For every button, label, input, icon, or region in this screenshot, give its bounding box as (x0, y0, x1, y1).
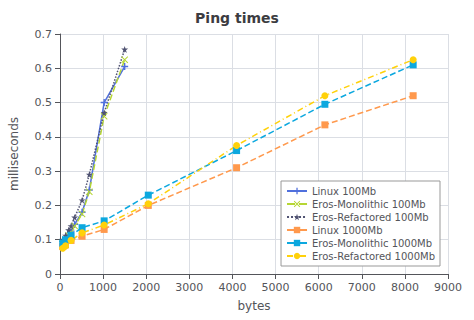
svg-text:0.4: 0.4 (35, 130, 53, 143)
svg-text:bytes: bytes (237, 299, 270, 313)
svg-text:8000: 8000 (391, 281, 419, 294)
svg-text:Eros-Monolithic 100Mb: Eros-Monolithic 100Mb (312, 199, 426, 210)
svg-text:Linux 1000Mb: Linux 1000Mb (312, 225, 383, 236)
svg-text:1000: 1000 (89, 281, 117, 294)
svg-text:0.1: 0.1 (35, 233, 53, 246)
svg-text:0.3: 0.3 (35, 165, 53, 178)
svg-text:2000: 2000 (132, 281, 160, 294)
svg-text:Eros-Refactored 100Mb: Eros-Refactored 100Mb (312, 212, 429, 223)
svg-text:0.7: 0.7 (35, 28, 53, 41)
svg-text:Ping times: Ping times (195, 10, 279, 26)
svg-text:0.2: 0.2 (35, 199, 53, 212)
svg-text:3000: 3000 (175, 281, 203, 294)
svg-text:9000: 9000 (434, 281, 462, 294)
svg-text:0: 0 (57, 281, 64, 294)
svg-text:0: 0 (45, 268, 52, 281)
svg-text:Eros-Monolithic 1000Mb: Eros-Monolithic 1000Mb (312, 238, 432, 249)
svg-text:0.6: 0.6 (35, 62, 53, 75)
svg-text:0.5: 0.5 (35, 96, 53, 109)
svg-text:5000: 5000 (262, 281, 290, 294)
svg-text:7000: 7000 (348, 281, 376, 294)
svg-text:4000: 4000 (218, 281, 246, 294)
svg-text:6000: 6000 (305, 281, 333, 294)
svg-text:Eros-Refactored 1000Mb: Eros-Refactored 1000Mb (312, 251, 435, 262)
svg-text:Linux 100Mb: Linux 100Mb (312, 186, 376, 197)
svg-text:milliseconds: milliseconds (7, 117, 21, 191)
